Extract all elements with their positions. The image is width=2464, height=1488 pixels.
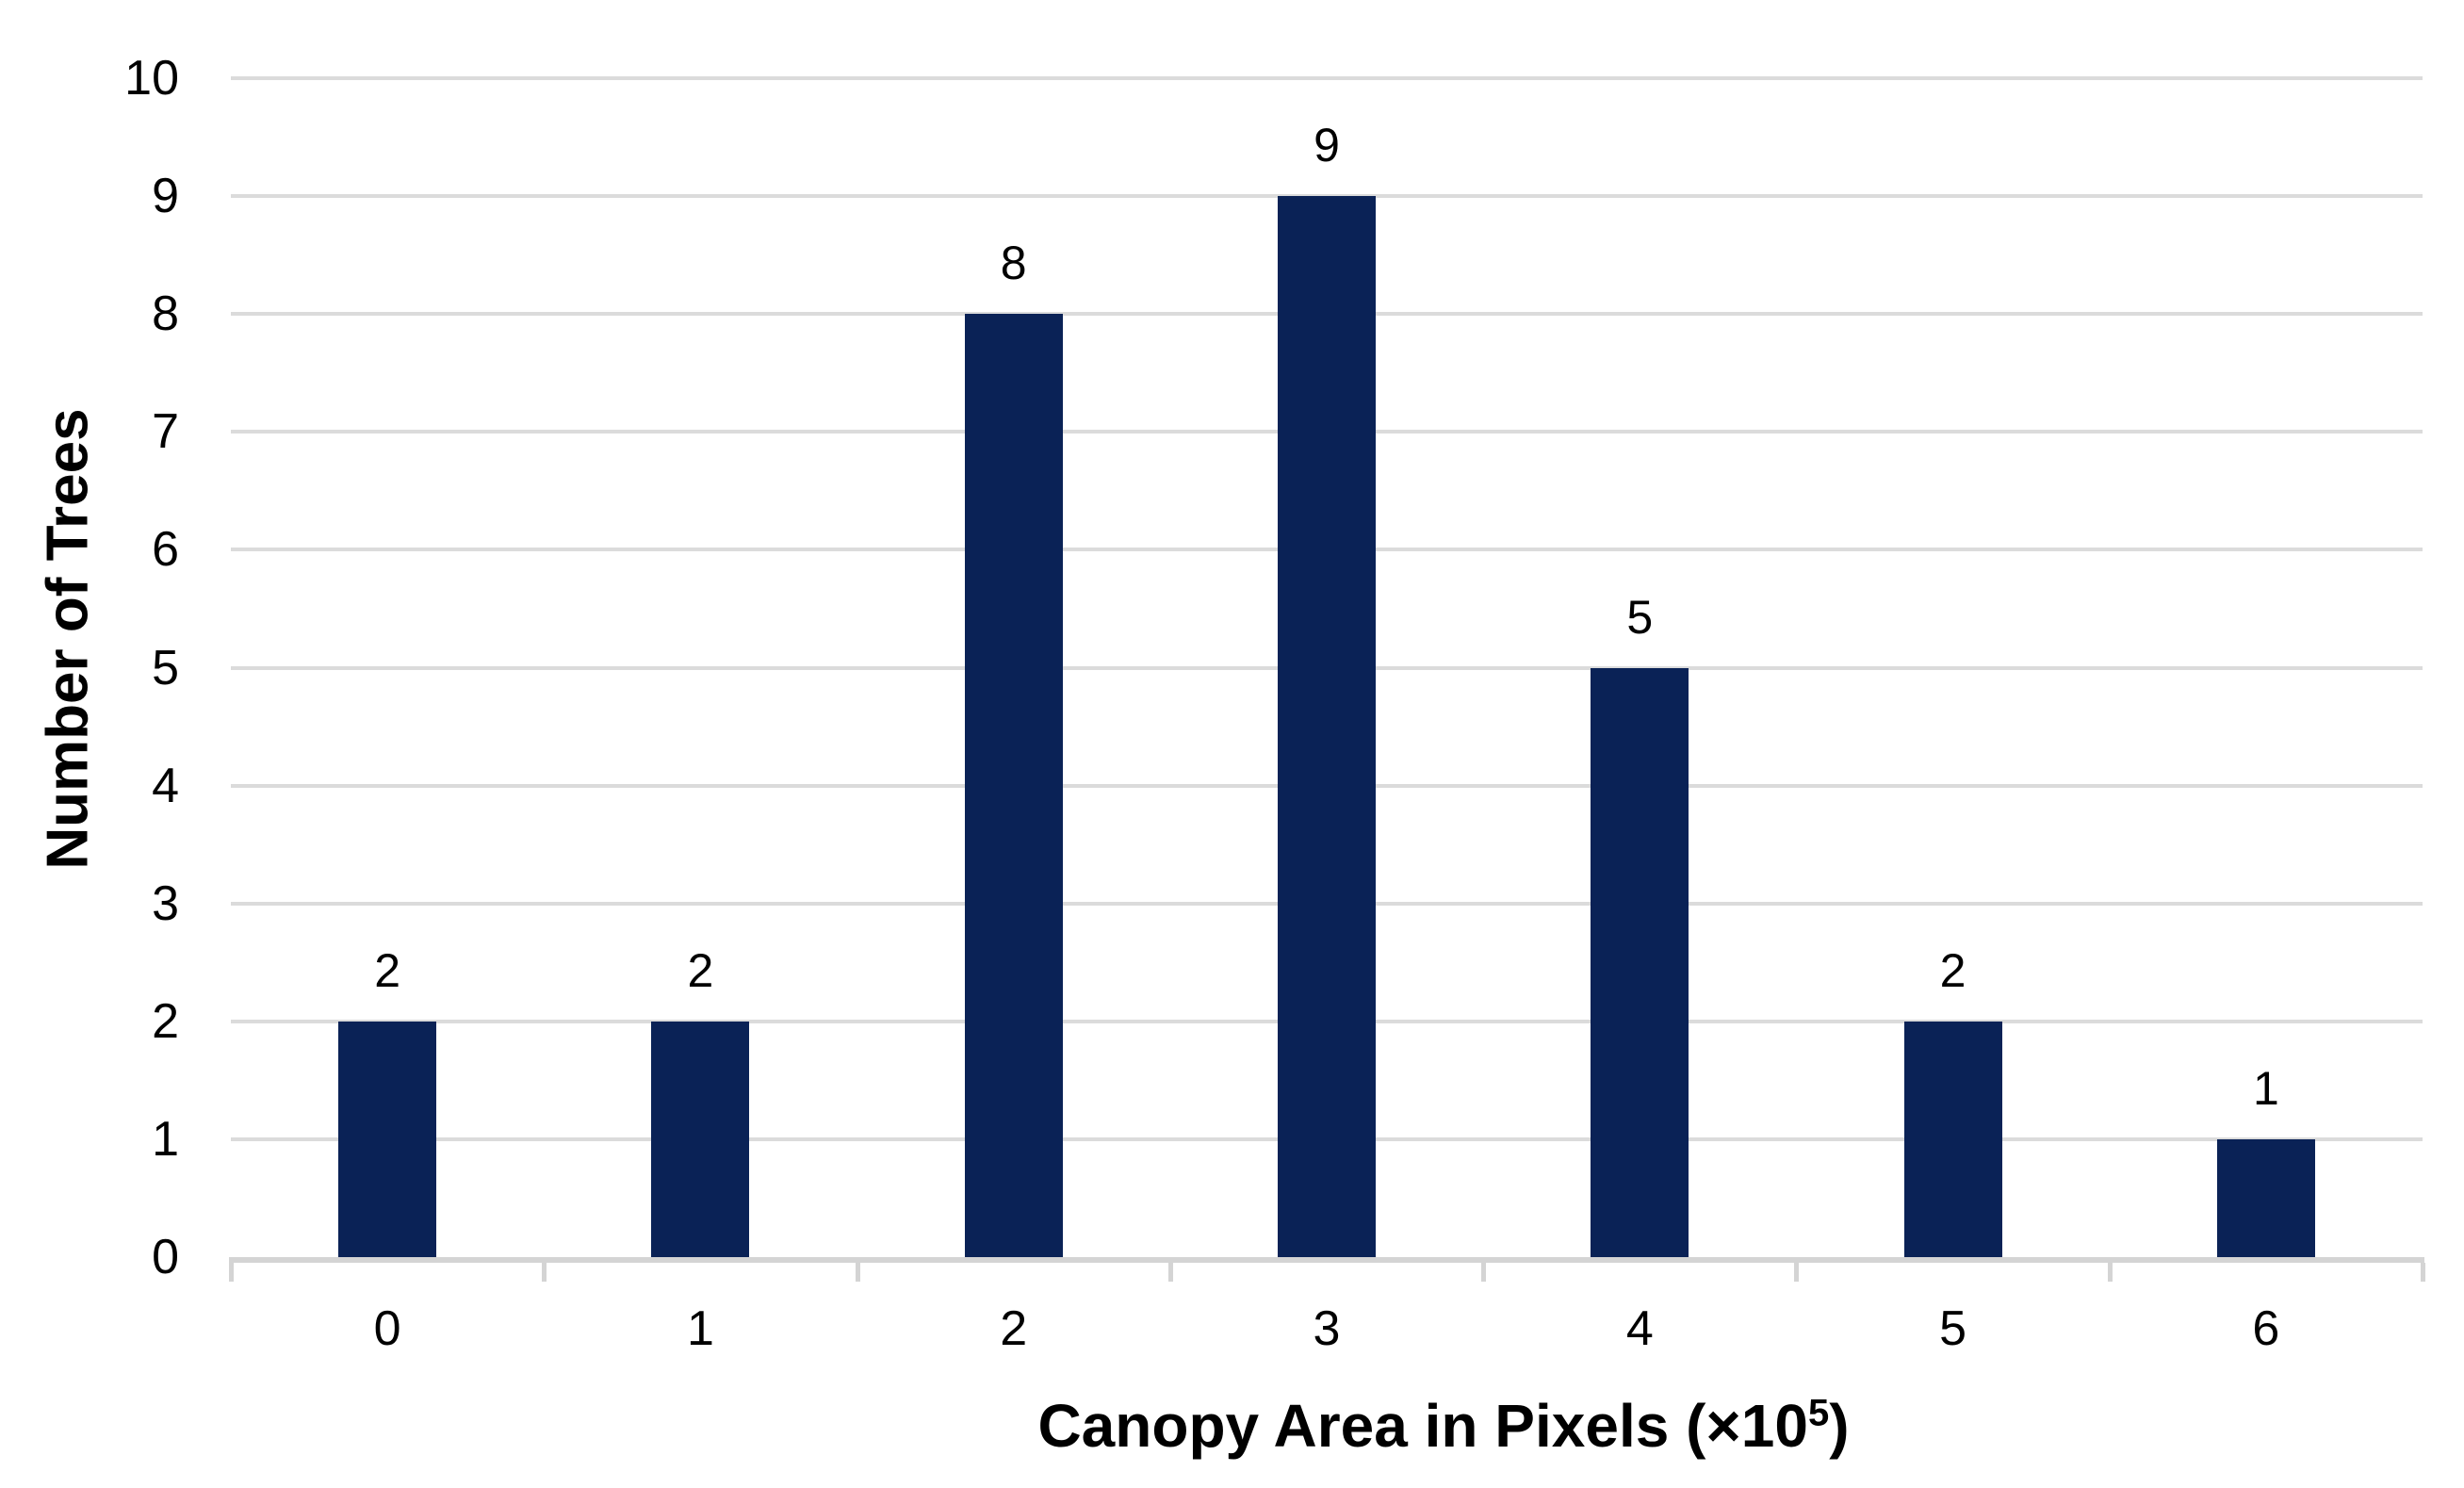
x-axis-line	[229, 1257, 2424, 1263]
x-axis-tick	[1481, 1263, 1487, 1282]
y-axis-tick-label: 3	[152, 875, 179, 931]
bar	[1278, 196, 1376, 1257]
x-axis-tick-label: 1	[686, 1301, 714, 1356]
x-axis-tick	[855, 1263, 860, 1282]
x-axis-tick-label: 0	[373, 1301, 401, 1356]
y-axis-tick-label: 6	[152, 522, 179, 578]
x-axis-tick	[229, 1263, 234, 1282]
y-axis-tick-label: 4	[152, 758, 179, 813]
y-axis-tick-label: 5	[152, 640, 179, 695]
bar-data-label: 2	[1939, 943, 1966, 997]
bar	[1591, 667, 1689, 1257]
bar-data-label: 2	[374, 943, 401, 997]
bar-data-label: 1	[2252, 1061, 2279, 1115]
bar	[2216, 1138, 2315, 1257]
y-axis-tick-label: 9	[152, 169, 179, 224]
bar-data-label: 2	[687, 943, 714, 997]
y-axis-tick-label: 10	[124, 51, 179, 106]
x-axis-tick-label: 6	[2252, 1301, 2280, 1356]
bar	[338, 1021, 437, 1257]
y-axis-tick-label: 8	[152, 286, 179, 342]
bar-data-label: 5	[1626, 590, 1654, 644]
gridline	[231, 76, 2423, 80]
bar	[651, 1021, 750, 1257]
x-axis-tick	[542, 1263, 547, 1282]
y-axis-tick-label: 2	[152, 993, 179, 1049]
y-axis-tick-label: 1	[152, 1111, 179, 1167]
x-axis-tick	[1794, 1263, 1800, 1282]
x-axis-tick-label: 4	[1625, 1301, 1654, 1356]
x-axis-title-close-paren: )	[1829, 1392, 1850, 1460]
bar	[1903, 1021, 2002, 1257]
x-axis-title-superscript: 5	[1807, 1392, 1830, 1434]
x-axis-title-text: Canopy Area in Pixels (×10	[1037, 1392, 1808, 1460]
x-axis-tick	[2107, 1263, 2113, 1282]
bar-data-label: 8	[1000, 237, 1027, 290]
y-axis-tick-label: 0	[152, 1230, 179, 1284]
bar-data-label: 9	[1314, 119, 1340, 172]
x-axis-tick	[1167, 1263, 1173, 1282]
bar	[964, 314, 1063, 1257]
x-axis-tick	[2421, 1263, 2425, 1282]
x-axis-title: Canopy Area in Pixels (×105)	[878, 1393, 2009, 1459]
x-axis-tick-label: 2	[1000, 1301, 1028, 1356]
y-axis-tick-label: 7	[152, 404, 179, 460]
x-axis-tick-label: 3	[1313, 1301, 1341, 1356]
x-axis-tick-label: 5	[1939, 1301, 1967, 1356]
